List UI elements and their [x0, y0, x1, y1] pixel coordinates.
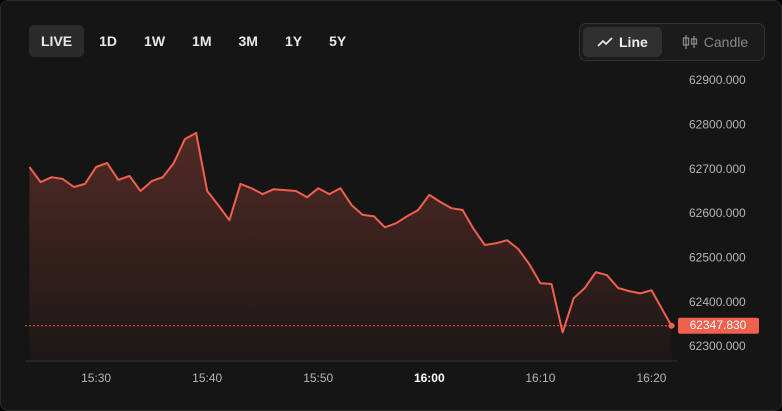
last-point [668, 322, 675, 329]
area [29, 132, 672, 361]
range-tab[interactable]: 1Y [284, 33, 303, 49]
range-tab[interactable]: LIVE [29, 25, 85, 57]
candle-button[interactable]: Candle [668, 27, 762, 57]
line-label: Line [619, 34, 648, 50]
y-tick-label: 62800.000 [689, 118, 746, 132]
y-tick-label: 62700.000 [689, 162, 746, 176]
line-button[interactable]: Line [583, 27, 662, 57]
y-tick-label: 62600.000 [689, 206, 746, 220]
range-tab[interactable]: 1M [192, 33, 212, 49]
y-tick-label: 62900.000 [689, 73, 746, 87]
x-tick-label: 16:00 [414, 371, 445, 385]
price-tag [678, 317, 759, 334]
range-tabs: LIVE 1D 1W 1M 3M 1Y 5Y [29, 25, 361, 57]
line-icon [597, 37, 613, 47]
x-tick-label: 15:50 [303, 371, 333, 385]
x-tick-label: 16:20 [636, 371, 666, 385]
candle-label: Candle [703, 34, 749, 50]
range-tab[interactable]: 1W [144, 33, 166, 49]
range-tab[interactable]: 3M [238, 33, 258, 49]
x-tick-label: 15:30 [81, 371, 111, 385]
y-tick-label: 62300.000 [689, 339, 746, 353]
range-tab[interactable]: 1D [99, 33, 118, 49]
candle-icon [682, 35, 697, 49]
range-tab[interactable]: 5Y [329, 33, 347, 49]
x-tick-label: 16:10 [525, 371, 555, 385]
chart-type-toggle: Line Candle [579, 23, 765, 61]
x-tick-label: 15:40 [192, 371, 222, 385]
price-tag-label: 62347.830 [690, 318, 747, 332]
price-line [28, 131, 673, 334]
y-tick-label: 62500.000 [689, 251, 746, 265]
y-tick-label: 62400.000 [689, 295, 746, 309]
